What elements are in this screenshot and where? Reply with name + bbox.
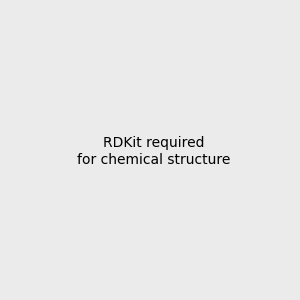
Text: RDKit required
for chemical structure: RDKit required for chemical structure <box>77 136 230 166</box>
